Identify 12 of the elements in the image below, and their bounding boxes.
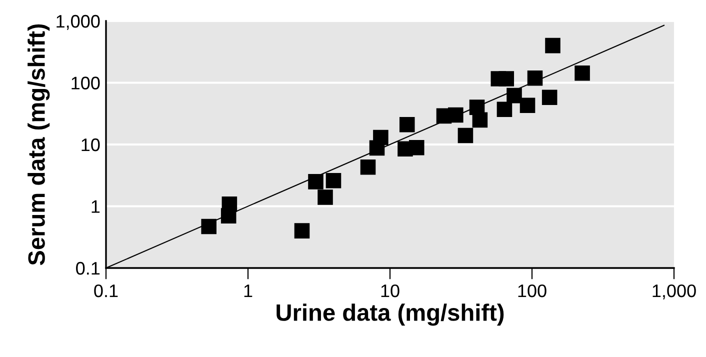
y-tick-label: 0.1 xyxy=(76,262,100,275)
x-tick-label: 1,000 xyxy=(652,284,696,300)
y-axis-title: Serum data (mg/shift) xyxy=(28,24,50,266)
y-tick-label: 1,000 xyxy=(56,14,100,30)
x-tick-label: 10 xyxy=(381,284,400,298)
y-tick-label: 1 xyxy=(92,200,100,213)
x-tick-label: 0.1 xyxy=(94,284,118,298)
y-tick-label: 10 xyxy=(82,138,100,152)
x-tick-label: 1 xyxy=(244,284,252,298)
y-tick-label: 100 xyxy=(72,76,100,90)
x-axis-title: Urine data (mg/shift) xyxy=(276,304,504,326)
x-tick-label: 100 xyxy=(518,284,546,298)
